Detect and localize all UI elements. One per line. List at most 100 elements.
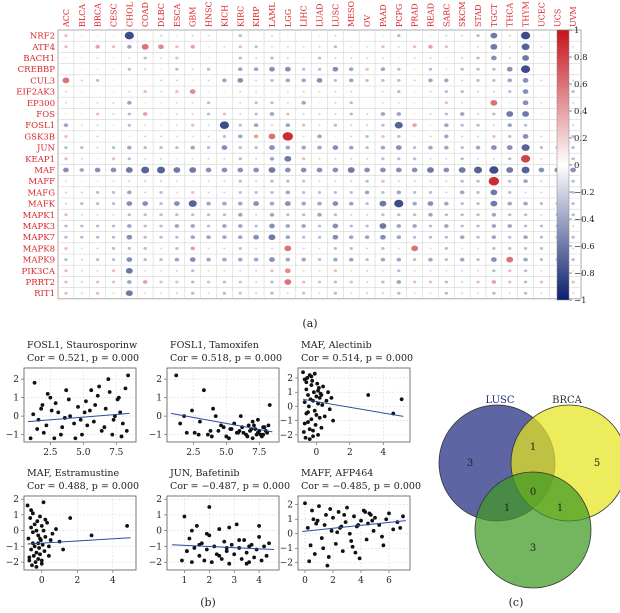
correlation-cell <box>334 57 337 59</box>
correlation-cell <box>460 202 464 206</box>
venn-diagram: LUSC BRCA 3 5 3 1 1 1 0 <box>438 395 620 589</box>
correlation-cell <box>238 280 242 284</box>
scatter-point <box>316 401 320 406</box>
scatter-point <box>197 553 202 558</box>
correlation-cell <box>427 201 434 206</box>
scatter-point <box>29 547 34 552</box>
correlation-cell <box>492 112 496 116</box>
correlation-cell <box>270 90 274 93</box>
correlation-cell <box>223 45 226 48</box>
correlation-cell <box>111 269 116 273</box>
correlation-cell <box>476 269 480 272</box>
scatter-point <box>126 373 130 378</box>
correlation-cell <box>95 44 100 49</box>
correlation-cell <box>207 45 210 48</box>
scatter-point <box>38 552 42 557</box>
correlation-cell <box>159 146 163 150</box>
correlation-cell <box>461 57 464 59</box>
correlation-cell <box>253 257 259 262</box>
scatter-point <box>174 373 179 378</box>
correlation-cell <box>159 157 163 160</box>
x-tick-label: 7.5 <box>109 448 124 458</box>
scatter-point <box>331 418 336 423</box>
correlation-cell <box>112 90 115 93</box>
scatter-point <box>331 515 335 520</box>
correlation-cell <box>444 101 449 105</box>
x-tick-label: 7.5 <box>252 448 267 458</box>
correlation-cell <box>206 213 211 217</box>
correlation-cell <box>112 292 115 295</box>
scatter-point <box>213 414 218 418</box>
correlation-cell <box>444 145 449 150</box>
scatter-point <box>306 393 310 397</box>
correlation-cell <box>349 112 353 116</box>
venn-region-count: 1 <box>557 503 563 514</box>
scatter-point <box>380 534 384 539</box>
scatter-point <box>252 555 257 560</box>
correlation-cell <box>428 44 433 49</box>
scatter-point <box>50 531 55 536</box>
scatter-point <box>304 380 309 385</box>
y-tick-label: 1 <box>156 394 162 404</box>
correlation-cell <box>64 258 68 262</box>
correlation-cell <box>238 56 242 60</box>
correlation-cell <box>191 180 194 183</box>
correlation-cell <box>189 257 196 262</box>
scatter-point <box>307 427 312 432</box>
correlation-cell <box>159 280 163 284</box>
correlation-cell <box>207 292 210 295</box>
scatter-point <box>308 543 313 548</box>
scatter-point <box>25 503 30 508</box>
correlation-cell <box>64 113 67 115</box>
correlation-cell <box>301 190 306 194</box>
correlation-cell <box>96 135 99 138</box>
correlation-cell <box>301 100 306 105</box>
scatter-point <box>60 425 65 430</box>
correlation-cell <box>571 134 575 138</box>
correlation-cell <box>270 269 274 273</box>
correlation-cell <box>317 212 322 217</box>
scatter-point <box>349 539 354 543</box>
scatter-point <box>205 432 210 437</box>
scatter-point <box>257 524 261 528</box>
correlation-cell <box>285 145 291 150</box>
correlation-cell <box>444 90 449 94</box>
row-label: KEAP1 <box>25 155 55 165</box>
scatter-point <box>189 560 194 565</box>
correlation-cell <box>143 213 147 217</box>
correlation-cell <box>412 258 417 262</box>
x-tick-label: 0 <box>314 448 320 458</box>
correlation-heatmap: ACC BLCA BRCA CESC CHOL COAD DLBC ESCA GBM HNSC KI… <box>16 0 594 306</box>
correlation-cell <box>269 145 275 150</box>
scatter-point <box>254 432 259 437</box>
correlation-cell <box>188 200 197 207</box>
correlation-cell <box>523 201 528 206</box>
scatter-point <box>317 415 322 420</box>
correlation-cell <box>159 235 163 239</box>
correlation-cell <box>223 180 226 183</box>
correlation-cell <box>318 180 321 183</box>
correlation-cell <box>522 78 529 83</box>
scatter-point <box>325 563 330 568</box>
scatter-point <box>319 425 324 430</box>
scatter-title: FOSL1, Staurosporinw <box>27 340 137 351</box>
correlation-cell <box>64 180 68 183</box>
correlation-cell <box>540 191 543 194</box>
correlation-cell <box>144 101 147 104</box>
correlation-cell <box>239 113 242 115</box>
scatter-point <box>184 430 189 435</box>
correlation-cell <box>445 269 448 272</box>
correlation-cell <box>571 247 575 250</box>
correlation-cell <box>95 78 100 82</box>
correlation-cell <box>429 135 432 138</box>
correlation-cell <box>540 157 543 160</box>
correlation-cell <box>445 191 448 194</box>
scatter-point <box>28 436 33 441</box>
x-tick-label: 2 <box>347 448 353 458</box>
correlation-cell <box>461 34 464 37</box>
correlation-cell <box>412 45 417 49</box>
correlation-cell <box>571 146 575 150</box>
correlation-cell <box>302 90 305 93</box>
scatter-point <box>204 547 209 552</box>
correlation-cell <box>539 246 544 250</box>
